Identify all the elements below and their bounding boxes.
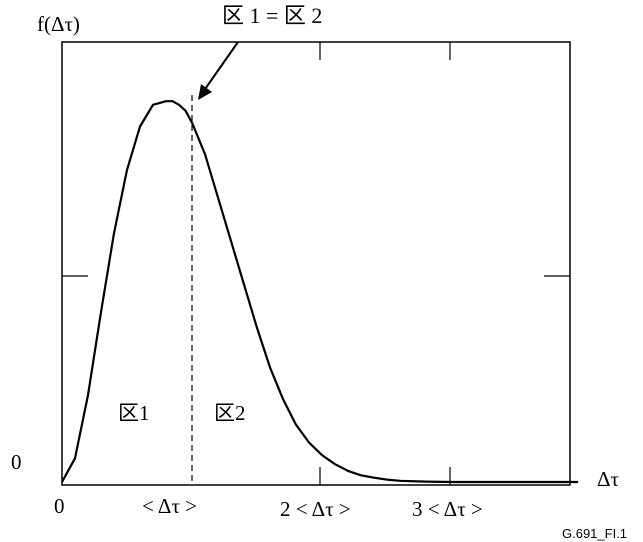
y-zero-label: 0 [11, 450, 22, 474]
x-tick-label-2: 2 < Δτ > [280, 497, 351, 521]
figure-id: G.691_FI.1 [562, 526, 627, 541]
x-tick-label-0: 0 [54, 494, 65, 518]
annotation-arrow [198, 41, 239, 100]
x-axis-label: Δτ [597, 467, 619, 491]
region-label-1: 区1 [118, 401, 150, 425]
x-tick-label-1: < Δτ > [142, 494, 197, 518]
distribution-curve [61, 100, 579, 484]
plot-frame [61, 41, 571, 486]
region-label-2: 区2 [214, 401, 246, 425]
x-tick-label-3: 3 < Δτ > [412, 497, 483, 521]
annotation-label: 区 1 = 区 2 [222, 3, 322, 28]
y-axis-label: f(Δτ) [37, 12, 80, 36]
